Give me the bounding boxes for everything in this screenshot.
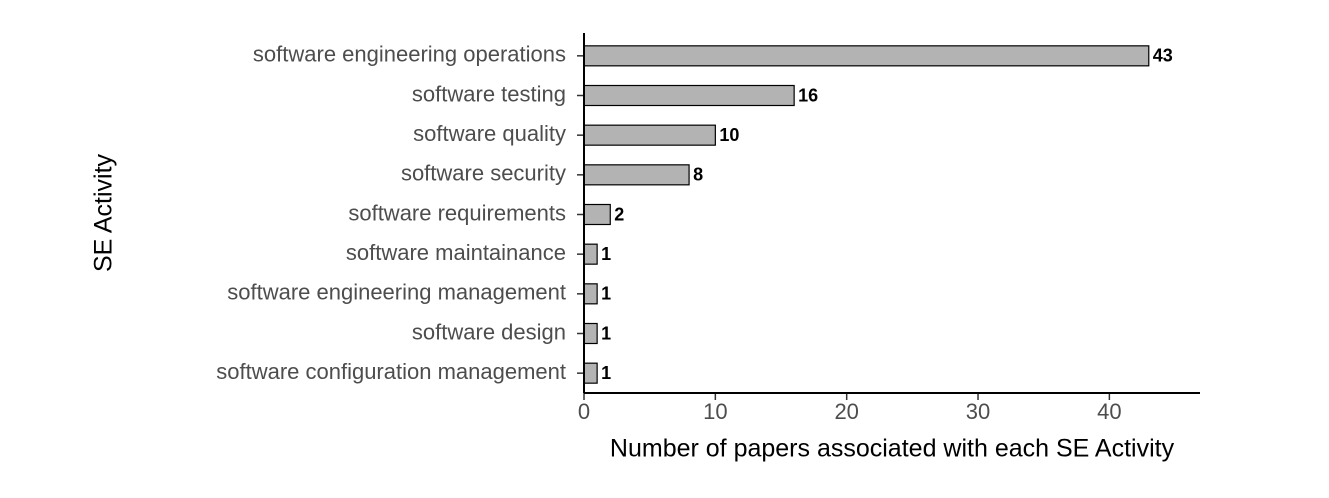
y-axis-title: SE Activity — [90, 153, 118, 272]
value-label: 1 — [601, 284, 611, 304]
x-axis-title: Number of papers associated with each SE… — [610, 435, 1175, 463]
bar — [583, 322, 598, 345]
value-label: 10 — [719, 125, 739, 145]
x-tick-label: 20 — [834, 399, 858, 424]
x-tick-label: 40 — [1097, 399, 1121, 424]
y-tick-label: software requirements — [348, 200, 566, 225]
x-tick-label: 10 — [703, 399, 727, 424]
bar — [583, 283, 598, 305]
y-tick-label: software security — [401, 161, 566, 186]
bar — [583, 124, 716, 146]
y-tick-label: software maintainance — [346, 240, 566, 265]
y-tick-label: software testing — [412, 81, 566, 106]
bar — [583, 164, 690, 186]
value-label: 2 — [614, 204, 624, 224]
x-tick-label: 0 — [578, 399, 590, 424]
value-label: 1 — [601, 363, 611, 383]
bar — [583, 45, 1150, 67]
y-tick-label: software engineering operations — [253, 42, 566, 67]
y-tick-label: software quality — [413, 121, 566, 146]
y-tick-label: software design — [412, 319, 566, 344]
value-label: 43 — [1153, 46, 1173, 66]
y-tick-label: software engineering management — [227, 280, 566, 305]
value-label: 1 — [601, 323, 611, 343]
x-tick-label: 30 — [966, 399, 990, 424]
value-label: 8 — [693, 165, 703, 185]
bar — [583, 243, 598, 265]
bar — [583, 362, 598, 384]
bar — [583, 203, 611, 226]
bar — [583, 84, 795, 107]
value-label: 1 — [601, 244, 611, 264]
value-label: 16 — [798, 85, 818, 105]
y-tick-label: software configuration management — [216, 359, 566, 384]
